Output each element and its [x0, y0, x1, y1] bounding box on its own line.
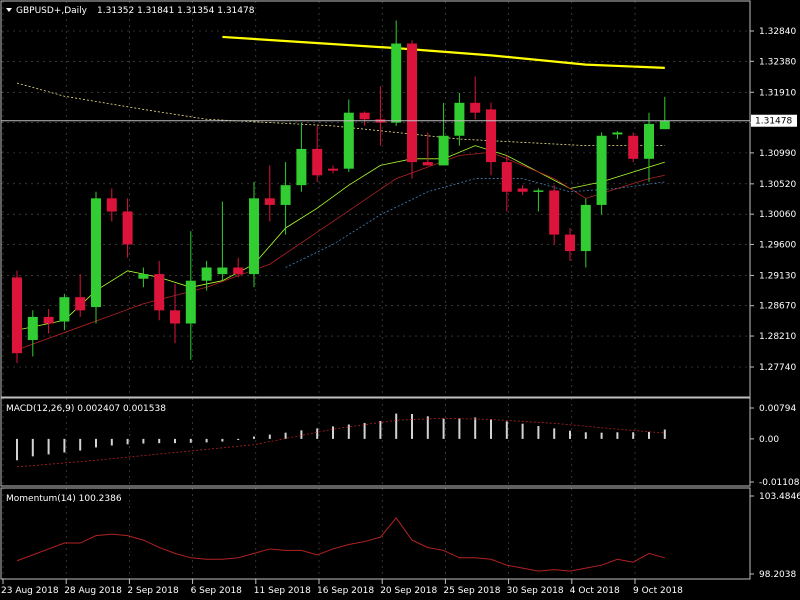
moving-average-lines — [16, 35, 665, 351]
bear-candle — [486, 109, 496, 163]
time-tick-label: 11 Sep 2018 — [254, 586, 311, 596]
price-tick-label: 1.28210 — [759, 332, 796, 342]
bear-candle — [407, 43, 417, 163]
time-tick-label: 4 Oct 2018 — [570, 586, 620, 596]
time-tick-label: 9 Oct 2018 — [633, 586, 683, 596]
bull-candle — [438, 135, 449, 166]
time-tick-label: 30 Sep 2018 — [507, 586, 564, 596]
bear-candle — [170, 310, 180, 324]
bull-candle — [391, 43, 402, 123]
bull-candle — [644, 123, 654, 159]
candlestick-series — [12, 20, 670, 364]
bull-candle — [659, 120, 670, 130]
bull-candle — [612, 132, 623, 135]
time-tick-label: 28 Aug 2018 — [64, 586, 122, 596]
bear-candle — [312, 148, 323, 176]
bull-candle — [217, 267, 228, 275]
price-tick-label: 1.29130 — [759, 271, 796, 281]
bull-candle — [280, 185, 291, 205]
ma_fast-line — [16, 145, 665, 331]
main-panel-frame — [0, 0, 751, 398]
bull-candle — [296, 148, 307, 186]
momentum-line — [16, 517, 665, 572]
bear-candle — [154, 274, 165, 311]
bear-candle — [628, 135, 639, 159]
bear-candle — [264, 198, 275, 205]
bear-candle — [359, 112, 370, 120]
bear-candle — [501, 162, 512, 192]
price-tick-label: 1.32380 — [759, 57, 796, 67]
bull-candle — [138, 274, 149, 279]
momentum-series — [16, 517, 665, 572]
bear-candle — [517, 188, 528, 192]
bull-candle — [185, 280, 196, 324]
time-tick-label: 6 Sep 2018 — [191, 586, 243, 596]
ohlc-readout: 1.31352 1.31841 1.31354 1.31478 — [97, 6, 255, 16]
macd-panel-frame — [0, 397, 751, 487]
price-tick-label: 1.28670 — [759, 302, 796, 312]
bull-candle — [596, 135, 607, 205]
time-tick-label: 2 Sep 2018 — [127, 586, 179, 596]
price-tick-label: 1.27740 — [759, 363, 796, 373]
current-price-label: 1.31478 — [755, 117, 792, 127]
macd-signal-line — [16, 417, 665, 468]
bear-candle — [328, 168, 338, 171]
bear-candle — [12, 277, 22, 354]
bull-candle — [580, 204, 591, 252]
macd-tick-label: 0.00 — [759, 435, 779, 445]
price-tick-label: 1.29600 — [759, 240, 796, 250]
bull-candle — [343, 112, 354, 169]
price-tick-label: 1.30520 — [759, 180, 796, 190]
time-tick-label: 23 Aug 2018 — [1, 586, 59, 596]
price-tick-label: 1.31910 — [759, 88, 796, 98]
time-tick-label: 16 Sep 2018 — [317, 586, 374, 596]
price-tick-label: 1.32840 — [759, 27, 796, 37]
bull-candle — [533, 190, 544, 192]
bull-candle — [454, 102, 465, 136]
momentum-label: Momentum(14) 100.2386 — [6, 494, 122, 504]
bull-candle — [201, 267, 212, 281]
macd-tick-label: -0.011088 — [759, 478, 800, 488]
bull-candle — [249, 198, 259, 275]
macd-label: MACD(12,26,9) 0.002407 0.001538 — [6, 404, 166, 414]
bull-candle — [91, 198, 101, 308]
time-axis: 23 Aug 2018 28 Aug 2018 2 Sep 2018 6 Sep 20… — [1, 579, 683, 596]
momentum-tick-label: 98.2038 — [759, 570, 796, 580]
bear-candle — [233, 267, 244, 275]
symbol-title: GBPUSD+,Daily — [16, 6, 88, 16]
macd-series — [16, 413, 666, 468]
ma_slow-line — [16, 151, 665, 351]
bear-candle — [122, 211, 133, 245]
bear-candle — [106, 198, 117, 212]
ma200-line — [222, 35, 665, 69]
bull-candle — [59, 297, 70, 322]
time-tick-label: 20 Sep 2018 — [380, 586, 437, 596]
bear-candle — [549, 190, 560, 235]
bear-candle — [43, 316, 54, 324]
macd-tick-label: 0.00794 — [759, 404, 796, 414]
bear-candle — [470, 102, 481, 113]
price-tick-label: 1.30990 — [759, 149, 796, 159]
current-price-marker — [751, 114, 797, 127]
bull-candle — [27, 316, 38, 340]
momentum-tick-label: 103.4846 — [759, 492, 800, 502]
time-tick-label: 25 Sep 2018 — [443, 586, 500, 596]
bear-candle — [75, 297, 86, 311]
chevron-down-icon[interactable] — [6, 8, 12, 12]
price-tick-label: 1.30060 — [759, 210, 796, 220]
bear-candle — [422, 162, 433, 166]
bear-candle — [565, 234, 575, 252]
